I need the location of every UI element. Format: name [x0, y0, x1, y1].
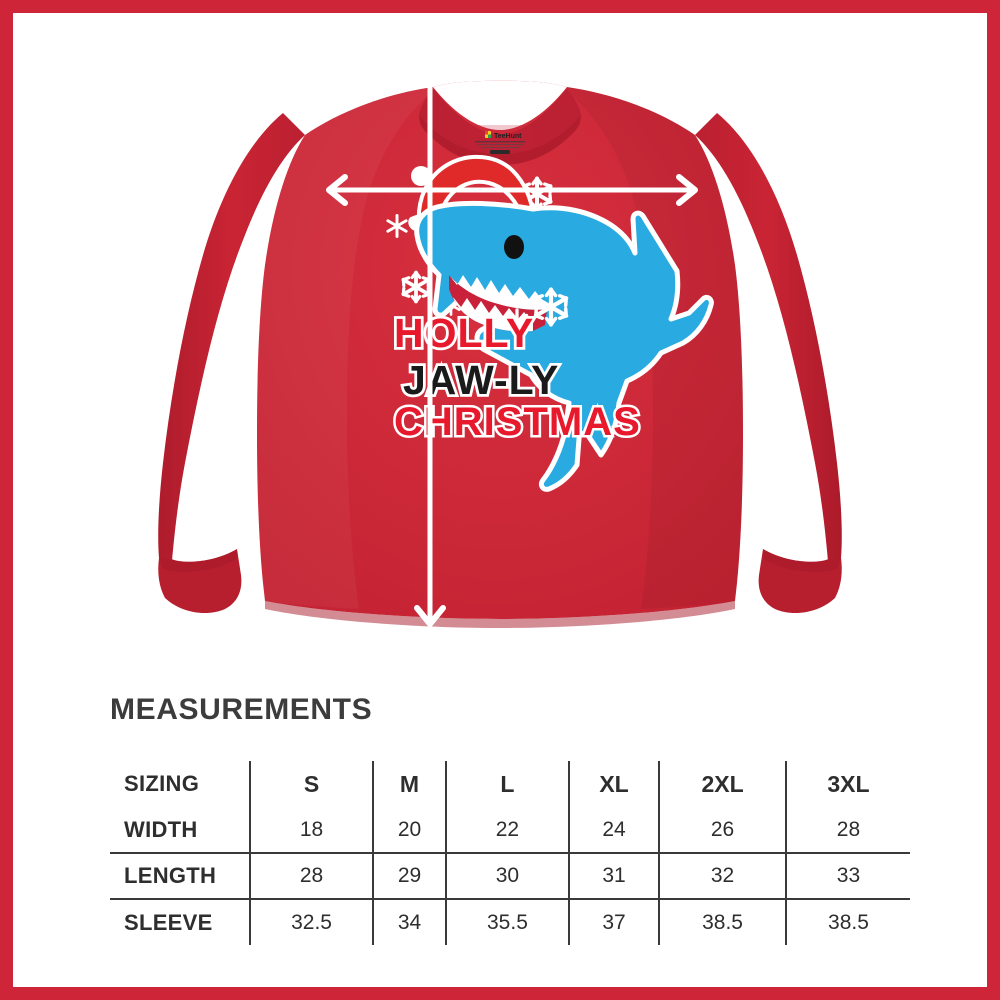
row-label-width: WIDTH [110, 807, 251, 854]
row-label-length: LENGTH [110, 853, 251, 900]
cell-length-s: 28 [250, 853, 375, 900]
design-line-jawly: JAW-LY [403, 357, 559, 403]
table-row: SLEEVE 32.5 34 35.5 37 38.5 38.5 [110, 899, 910, 945]
design-text-block: HOLLY JAW-LY CHRISTMAS [391, 307, 642, 446]
shirt-left-sleeve [158, 113, 305, 614]
cell-sleeve-m: 34 [373, 899, 447, 945]
cell-sleeve-s: 32.5 [250, 899, 375, 945]
table-header-row: SIZING S M L XL 2XL 3XL [110, 761, 910, 807]
cell-sleeve-l: 35.5 [445, 899, 570, 945]
cell-sleeve-3xl: 38.5 [828, 910, 869, 934]
table-row: WIDTH 18 20 22 24 26 28 [110, 807, 910, 854]
cell-width-s: 18 [250, 807, 375, 854]
cell-width-2xl: 26 [659, 807, 787, 854]
cell-length-xl: 31 [568, 853, 661, 900]
cell-sleeve-xl: 37 [568, 899, 661, 945]
column-header-l: L [445, 761, 570, 807]
column-header-m: M [373, 761, 447, 807]
neck-label: TeeHunt [468, 125, 532, 154]
cell-width-xl: 24 [568, 807, 661, 854]
cell-length-l: 30 [445, 853, 570, 900]
cell-width-l: 22 [445, 807, 570, 854]
cell-length-3xl: 33 [785, 853, 910, 900]
column-header-sizing: SIZING [110, 761, 251, 807]
cell-length-2xl: 32 [659, 853, 787, 900]
measurement-guides [326, 52, 698, 627]
cell-width-3xl: 28 [785, 807, 910, 854]
column-header-xl: XL [568, 761, 661, 807]
page-inner: TeeHunt [13, 13, 987, 987]
svg-text:TeeHunt: TeeHunt [494, 133, 522, 140]
size-chart-table: SIZING S M L XL 2XL 3XL WIDTH 18 20 22 [110, 761, 910, 945]
row-label-sleeve: SLEEVE [110, 899, 251, 945]
design-line-christmas: CHRISTMAS [394, 400, 641, 444]
table-row: LENGTH 28 29 30 31 32 33 [110, 853, 910, 900]
shark-eye-icon [504, 235, 524, 259]
length-guide-arrow [414, 52, 446, 627]
column-header-3xl: 3XL [827, 770, 870, 797]
snowflake-icon [505, 308, 529, 334]
column-header-2xl: 2XL [659, 761, 787, 807]
shirt-collar [419, 80, 581, 165]
measurements-section: MEASUREMENTS SIZING S M L XL 2XL 3XL [13, 661, 987, 987]
design-line-holly: HOLLY [394, 310, 534, 356]
shirt-right-sleeve [695, 113, 842, 614]
snowflake-icon [386, 214, 408, 238]
shirt-illustration: TeeHunt [158, 52, 842, 628]
shirt-print-design: HOLLY JAW-LY CHRISTMAS [386, 154, 714, 492]
product-photo: TeeHunt [13, 13, 987, 653]
cell-sleeve-2xl: 38.5 [659, 899, 787, 945]
column-header-s: S [250, 761, 375, 807]
cell-width-m: 20 [373, 807, 447, 854]
measurements-title: MEASUREMENTS [110, 693, 373, 726]
width-guide-arrow [326, 174, 698, 206]
cell-length-m: 29 [373, 853, 447, 900]
snowflake-icon [533, 287, 569, 327]
